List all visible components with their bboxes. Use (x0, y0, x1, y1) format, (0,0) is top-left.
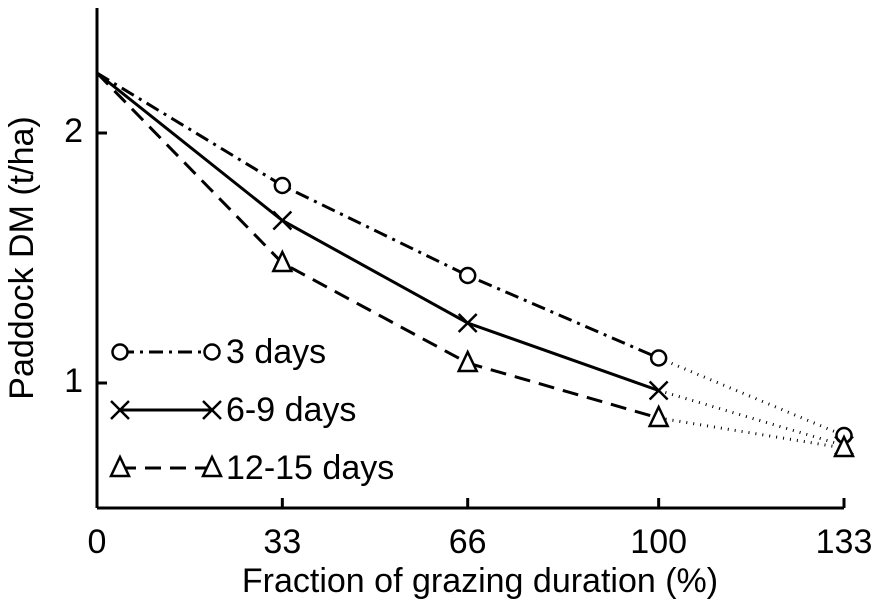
x-tick-label: 100 (630, 523, 687, 561)
marker (271, 249, 294, 273)
y-axis-label: Paddock DM (t/ha) (3, 116, 41, 399)
marker (109, 454, 131, 478)
marker (833, 434, 855, 458)
y-tick-label: 1 (64, 362, 83, 400)
x-tick-label: 0 (88, 523, 107, 561)
marker (458, 266, 477, 285)
series-line-dotted (658, 416, 845, 450)
marker (273, 176, 292, 195)
marker (201, 454, 223, 478)
x-tick-label: 66 (449, 523, 487, 561)
marker (456, 349, 479, 373)
x-tick-label: 33 (263, 523, 301, 561)
marker (647, 404, 670, 428)
x-tick-label: 133 (816, 523, 873, 561)
legend-label: 3 days (226, 333, 326, 371)
x-axis-label: Fraction of grazing duration (%) (242, 562, 718, 600)
marker (648, 380, 669, 401)
series-line-dotted (658, 389, 845, 447)
marker (649, 349, 668, 367)
series-line (96, 71, 660, 392)
marker (203, 343, 221, 361)
marker (457, 313, 478, 333)
series-line (95, 71, 660, 420)
marker (110, 400, 130, 420)
marker (202, 400, 222, 420)
y-tick-label: 2 (64, 112, 83, 150)
series-line (96, 71, 660, 360)
legend-label: 6-9 days (226, 391, 356, 429)
marker (111, 343, 129, 361)
marker (272, 210, 293, 231)
legend-label: 12-15 days (226, 449, 394, 487)
